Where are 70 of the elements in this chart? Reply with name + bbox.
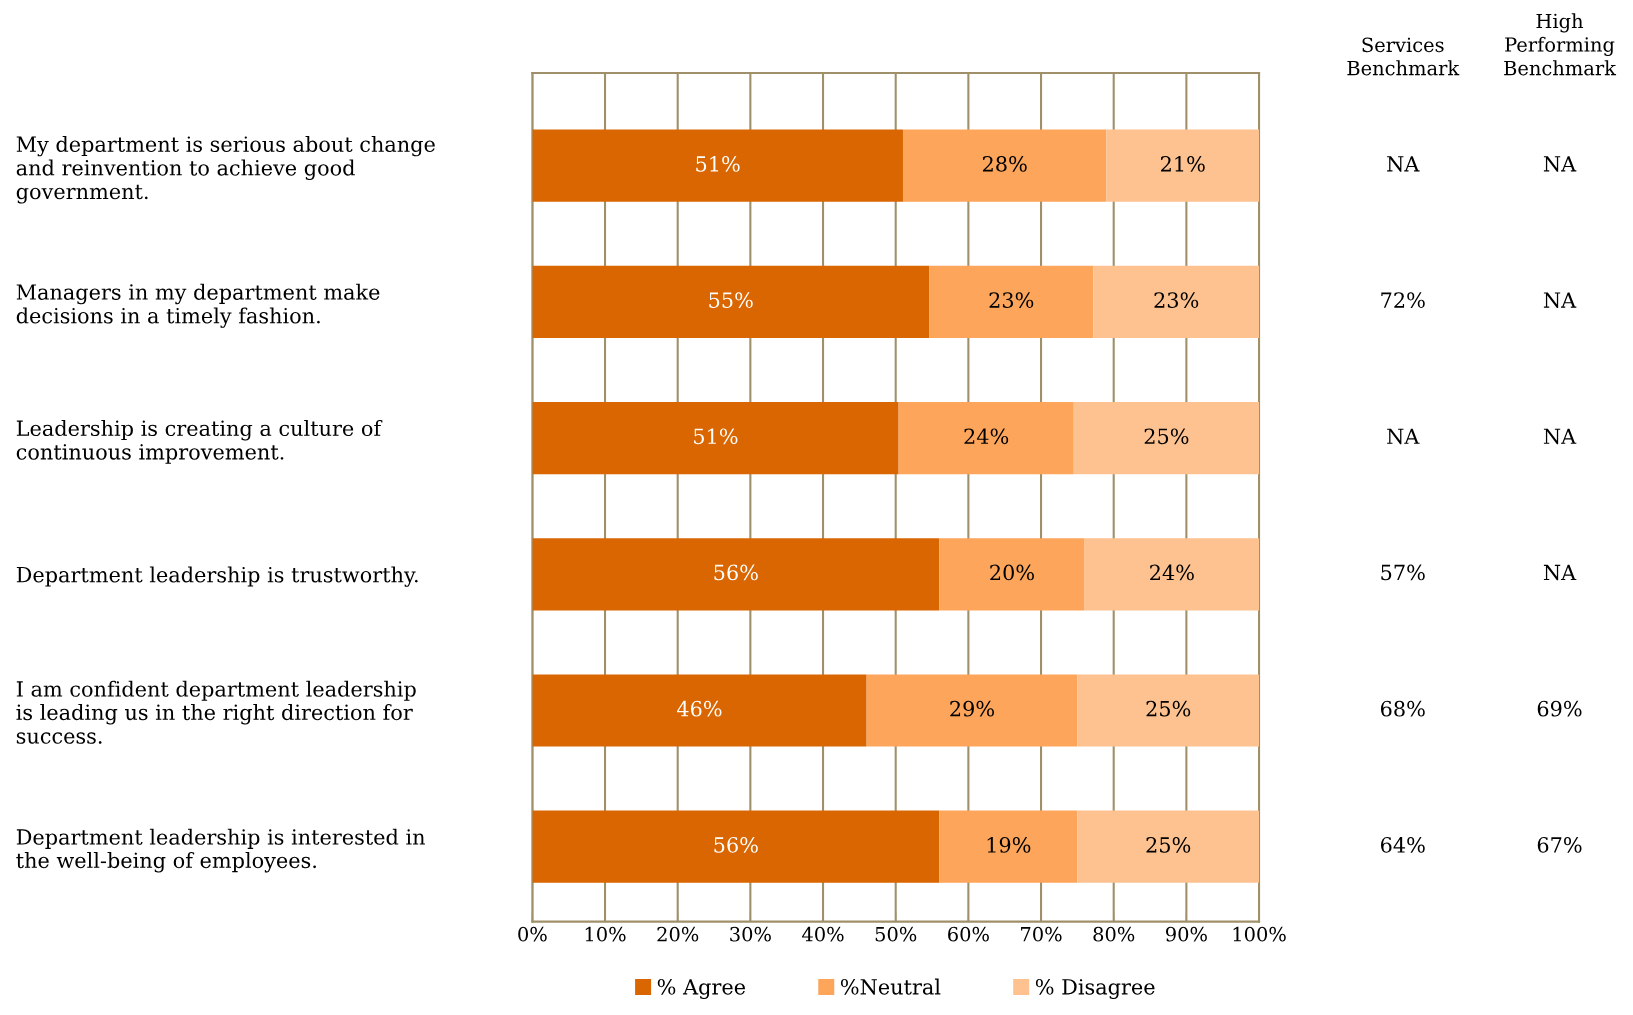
y-tick-label: Managers in my department make decisions in a timely fashion. — [16, 283, 380, 328]
bar — [532, 810, 940, 883]
text: 56% — [714, 564, 758, 581]
y-tick-label: Leadership is creating a culture of continuous improvement. — [16, 419, 383, 464]
bar — [902, 129, 1107, 202]
bar — [532, 402, 899, 475]
text: 25% — [1146, 700, 1191, 717]
text: Services Benchmark — [1347, 37, 1460, 76]
legend-label: %Neutral — [840, 978, 941, 995]
legend-label: % Disagree — [1035, 978, 1155, 1000]
x-tick-label: 80% — [1093, 926, 1135, 942]
text: 69% — [1537, 700, 1582, 717]
x-tick-label: 10% — [585, 926, 626, 942]
text: 51% — [696, 155, 740, 172]
text: NA — [1387, 156, 1420, 172]
legend-label: % Agree — [657, 978, 746, 1000]
text: 56% — [714, 837, 758, 853]
text: 23% — [989, 292, 1034, 308]
x-tick-label: 40% — [802, 926, 844, 942]
bar — [1077, 674, 1260, 747]
bar — [1077, 810, 1260, 883]
x-tick-label: 20% — [657, 926, 699, 942]
x-tick-label: 100% — [1233, 926, 1286, 942]
bar — [532, 538, 940, 611]
bar — [532, 129, 903, 202]
bar — [1073, 402, 1260, 475]
y-tick-label: Department leadership is interested in the well-being of employees. — [16, 828, 425, 873]
text: 20% — [990, 564, 1034, 581]
text: 19% — [987, 837, 1031, 853]
text: NA — [1543, 564, 1577, 581]
y-tick-label: My department is serious about change and reinvention to achieve good government. — [16, 135, 435, 204]
x-tick-label: 30% — [730, 926, 771, 942]
text: 57% — [1381, 564, 1425, 581]
bar — [1093, 265, 1260, 338]
text: NA — [1387, 428, 1420, 445]
text: 28% — [982, 155, 1027, 172]
bar — [939, 538, 1085, 611]
text: 21% — [1161, 155, 1205, 172]
text: NA — [1543, 292, 1577, 308]
text: 25% — [1144, 428, 1189, 445]
bar — [939, 810, 1078, 883]
bar — [1106, 129, 1260, 202]
bar — [532, 265, 930, 338]
y-tick-label: Department leadership is trustworthy. — [16, 566, 418, 587]
x-tick-label: 50% — [875, 926, 917, 942]
bar — [1084, 538, 1260, 611]
x-tick-label: 0% — [518, 926, 547, 942]
bar — [532, 674, 867, 747]
text: 29% — [950, 700, 995, 717]
text: 72% — [1381, 292, 1425, 308]
text: 24% — [964, 428, 1009, 445]
bar — [929, 265, 1094, 338]
text: 67% — [1537, 837, 1582, 853]
bar — [866, 674, 1078, 747]
text: 24% — [1150, 564, 1194, 581]
text: 68% — [1380, 700, 1425, 717]
text: High Performing Benchmark — [1504, 13, 1617, 76]
text: 46% — [676, 700, 722, 717]
x-tick-label: 70% — [1021, 926, 1062, 942]
text: NA — [1543, 428, 1577, 445]
text: 25% — [1146, 837, 1191, 853]
text: 51% — [694, 428, 738, 445]
text: NA — [1543, 156, 1577, 172]
text: 23% — [1154, 292, 1199, 308]
text: 64% — [1380, 837, 1425, 853]
x-tick-label: 90% — [1165, 926, 1207, 942]
bar — [898, 402, 1074, 475]
x-tick-label: 60% — [948, 926, 989, 942]
y-tick-label: I am confident department leadership is leading us in the right direction for success. — [16, 680, 416, 744]
text: 55% — [709, 292, 753, 308]
